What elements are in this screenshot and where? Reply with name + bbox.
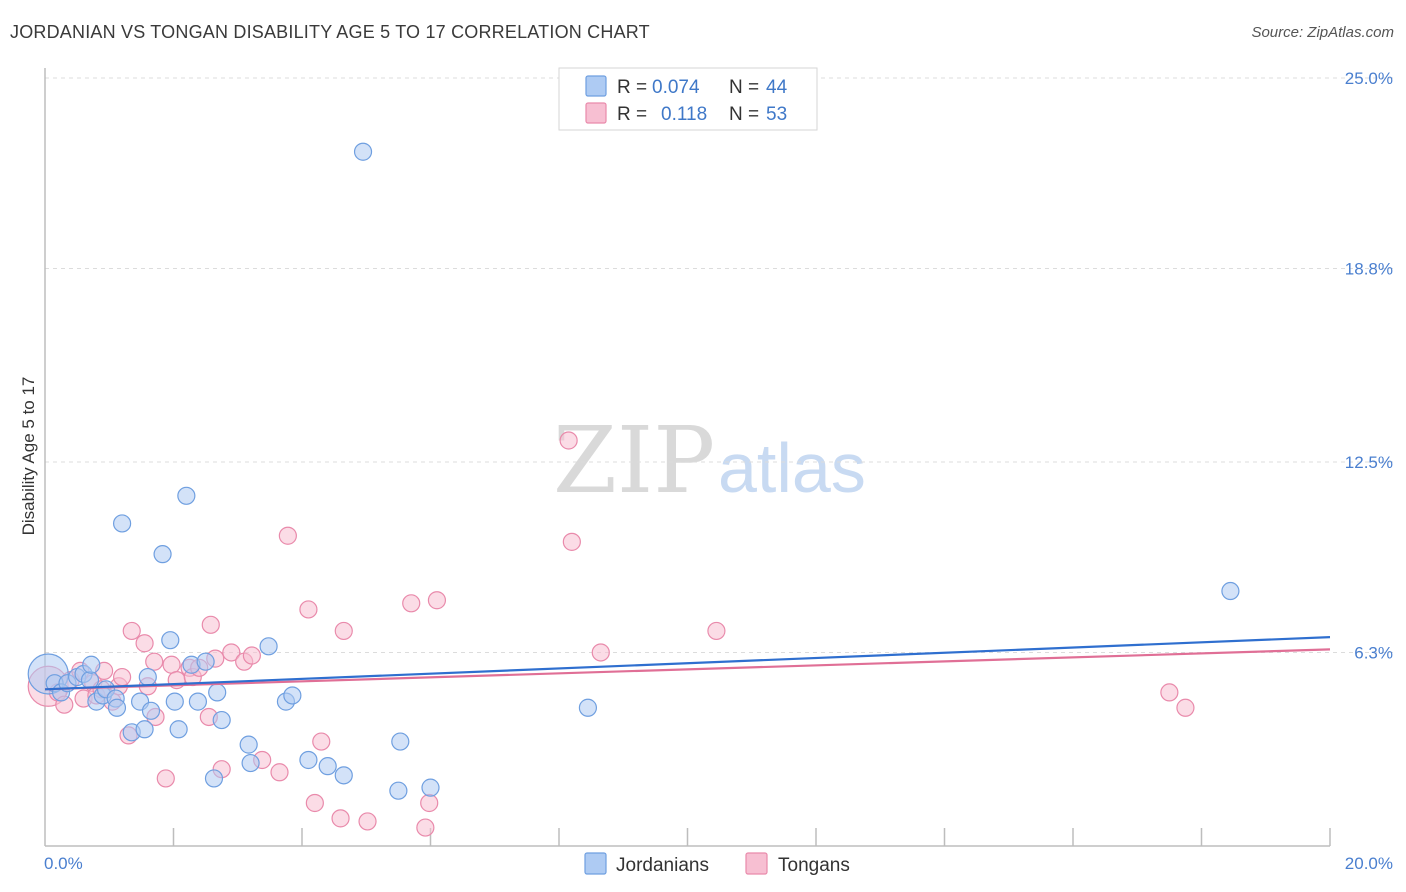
tongan-point <box>122 621 141 641</box>
jordanian-point <box>334 766 353 785</box>
tongan-point <box>416 818 435 837</box>
jordanian-point <box>80 671 100 690</box>
tongan-point <box>358 812 377 831</box>
tongan-point <box>331 809 350 828</box>
watermark: ZIP atlas <box>553 407 866 514</box>
jordanian-point <box>1221 581 1240 601</box>
y-tick-label: 25.0% <box>1345 69 1393 88</box>
jordanian-point <box>107 698 127 717</box>
tongan-point <box>145 652 164 671</box>
tongan-point <box>201 615 220 634</box>
tongan-point <box>156 769 175 788</box>
jordanian-point <box>259 637 278 656</box>
series-legend-swatch-jordanians <box>584 852 607 875</box>
tongan-point <box>305 793 324 813</box>
data-points <box>27 142 1240 837</box>
legend-n-value-tongans: 53 <box>766 104 787 125</box>
jordanian-point <box>299 750 318 770</box>
jordanian-point <box>141 701 161 720</box>
jordanian-point <box>138 667 157 687</box>
legend-swatch-tongans <box>585 102 607 124</box>
tongan-point <box>591 643 610 662</box>
jordanian-point <box>283 686 302 705</box>
trend-lines <box>44 636 1331 691</box>
x-tick-label: 20.0% <box>1345 854 1393 873</box>
jordanian-point <box>153 545 172 564</box>
tongan-point <box>242 646 261 665</box>
legend-n-label-tongans: N = <box>729 104 759 125</box>
watermark-zip: ZIP <box>553 407 715 514</box>
series-legend-label-jordanians: Jordanians <box>616 855 709 876</box>
chart-title: JORDANIAN VS TONGAN DISABILITY AGE 5 TO … <box>10 22 650 42</box>
jordanian-point <box>177 486 196 505</box>
tongan-point <box>559 431 578 450</box>
jordanian-point <box>212 710 231 730</box>
grid-lines <box>45 77 1395 653</box>
jordanian-point <box>112 514 132 533</box>
tongan-point <box>270 763 289 782</box>
jordanian-point <box>353 142 373 161</box>
legend-r-value-tongans: 0.118 <box>661 104 707 125</box>
jordanian-trend-line <box>44 636 1331 691</box>
tongan-point <box>334 621 353 641</box>
y-tick-label: 18.8% <box>1345 259 1393 278</box>
tongan-point <box>135 634 154 653</box>
tongan-point <box>707 621 726 641</box>
stats-legend: R = 0.074 N = 44 R = 0.118 N = 53 <box>558 67 818 131</box>
tongan-point <box>1176 698 1195 717</box>
jordanian-point <box>165 692 184 711</box>
axes <box>44 68 1331 847</box>
tongan-point <box>162 655 181 674</box>
x-tick-label: 0.0% <box>44 854 83 873</box>
tongan-point <box>112 667 132 687</box>
y-tick-label: 6.3% <box>1354 643 1393 662</box>
tongan-trend-line <box>44 648 1331 691</box>
jordanian-point <box>196 652 215 671</box>
watermark-atlas: atlas <box>718 429 866 507</box>
jordanian-point <box>391 732 410 751</box>
jordanian-point <box>135 720 154 739</box>
jordanian-point <box>241 753 260 773</box>
y-axis-label: Disability Age 5 to 17 <box>19 377 38 536</box>
tongan-point <box>278 526 297 545</box>
tongan-point <box>420 793 439 813</box>
jordanian-point <box>169 720 188 739</box>
tongan-point <box>299 600 318 619</box>
jordanian-point <box>161 631 180 650</box>
legend-r-label-tongans: R = <box>617 104 647 125</box>
y-tick-label: 12.5% <box>1345 453 1393 472</box>
series-legend: Jordanians Tongans <box>584 852 850 876</box>
jordanian-point <box>239 735 258 754</box>
tongan-point <box>427 591 447 610</box>
tongan-point <box>562 532 581 551</box>
jordanian-point <box>188 692 208 711</box>
series-legend-label-tongans: Tongans <box>778 855 850 876</box>
jordanian-point <box>578 698 598 717</box>
source-label: Source: ZipAtlas.com <box>1251 24 1394 41</box>
legend-r-value-jordanians: 0.074 <box>652 77 700 98</box>
jordanian-point <box>318 757 337 776</box>
tongan-point <box>222 643 241 662</box>
legend-swatch-jordanians <box>585 75 607 97</box>
jordanian-point <box>208 683 227 702</box>
legend-n-value-jordanians: 44 <box>766 77 788 98</box>
legend-r-label-jordanians: R = <box>617 77 647 98</box>
tongan-point <box>402 594 421 613</box>
jordanian-point <box>204 769 224 788</box>
jordanian-point <box>389 781 408 800</box>
tongan-point <box>1160 683 1179 702</box>
series-legend-swatch-tongans <box>745 852 768 875</box>
tongan-point <box>312 732 331 751</box>
tick-labels: 6.3% 12.5% 18.8% 25.0% 0.0% 20.0% <box>44 69 1393 873</box>
jordanian-point <box>421 778 440 797</box>
legend-n-label-jordanians: N = <box>729 77 759 98</box>
jordanian-point <box>82 655 101 674</box>
